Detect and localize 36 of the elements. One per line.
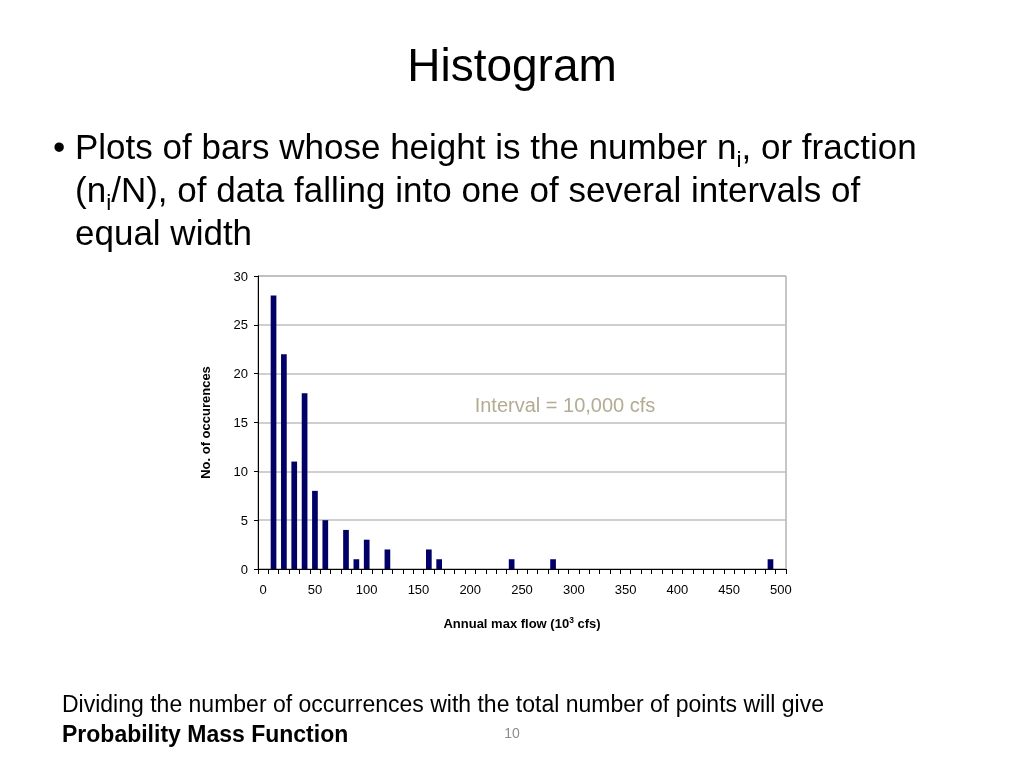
x-tick-label: 450 (718, 582, 740, 597)
x-tick-label: 0 (259, 582, 267, 597)
bar (363, 539, 370, 569)
x-tick-label: 350 (614, 582, 637, 597)
bar (312, 490, 318, 569)
text: Probability Mass Function (62, 720, 349, 749)
x-tick-label: 400 (666, 582, 689, 597)
bar (550, 559, 556, 569)
y-axis-title: No. of occurences (198, 366, 213, 479)
x-tick-label: 50 (307, 582, 323, 597)
y-tick-label: 10 (233, 463, 248, 479)
bar (425, 549, 432, 569)
x-tick-label: 250 (511, 582, 533, 597)
text: Dividing the number of occurrences with the total number of points will give (62, 691, 824, 717)
bar (436, 559, 443, 569)
bar (291, 461, 298, 569)
text: 10 (503, 724, 521, 743)
y-tick-label: 30 (233, 268, 248, 284)
x-tick-label: 100 (355, 582, 378, 597)
bar (343, 529, 349, 569)
bar (281, 354, 287, 569)
y-tick-label: 25 (233, 317, 248, 333)
y-tick-label: 15 (233, 415, 248, 430)
x-axis-title: Annual max flow (10$^{3}$ cfs) (442, 614, 602, 633)
bar (322, 520, 329, 569)
annotation: Interval = 10,000 cfs (473, 393, 657, 418)
y-tick-label: 20 (233, 366, 248, 382)
x-tick-label: 150 (407, 582, 430, 597)
bar (384, 549, 391, 569)
y-tick-label: 5 (240, 512, 248, 528)
y-tick-label: 0 (240, 561, 248, 577)
x-tick-label: 200 (459, 582, 482, 597)
x-tick-label: 300 (562, 582, 585, 597)
x-tick-label: 500 (769, 582, 792, 597)
text: • Plots of bars whose height is the number n$_{i}$, or fraction (n$_{i}$/N), of data falling into one of several intervals of equal width (53, 127, 917, 252)
chart-title: Histogram (406, 38, 618, 92)
